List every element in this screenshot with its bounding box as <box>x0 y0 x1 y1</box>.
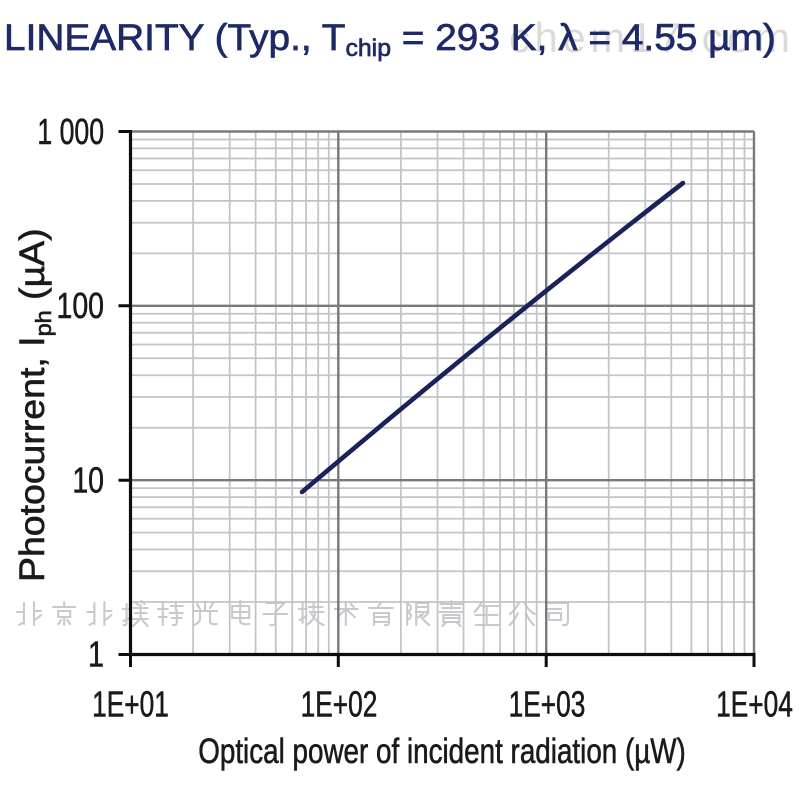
svg-text:chem17.com: chem17.com <box>509 14 794 61</box>
svg-text:1 000: 1 000 <box>37 111 104 152</box>
svg-text:1E+04: 1E+04 <box>716 683 793 724</box>
svg-text:Optical power of incident radi: Optical power of incident radiation (µW) <box>198 731 686 771</box>
svg-text:1E+03: 1E+03 <box>509 683 586 724</box>
svg-text:Photocurrent, Iph (µA): Photocurrent, Iph (µA) <box>12 228 56 582</box>
svg-text:1E+01: 1E+01 <box>92 683 169 724</box>
svg-text:100: 100 <box>57 285 104 326</box>
svg-text:1E+02: 1E+02 <box>301 683 378 724</box>
svg-text:1: 1 <box>88 633 104 674</box>
svg-text:10: 10 <box>72 459 104 500</box>
svg-text:LINEARITY (Typ., Tchip = 293 K: LINEARITY (Typ., Tchip = 293 K, λ = 4.55… <box>4 17 776 62</box>
